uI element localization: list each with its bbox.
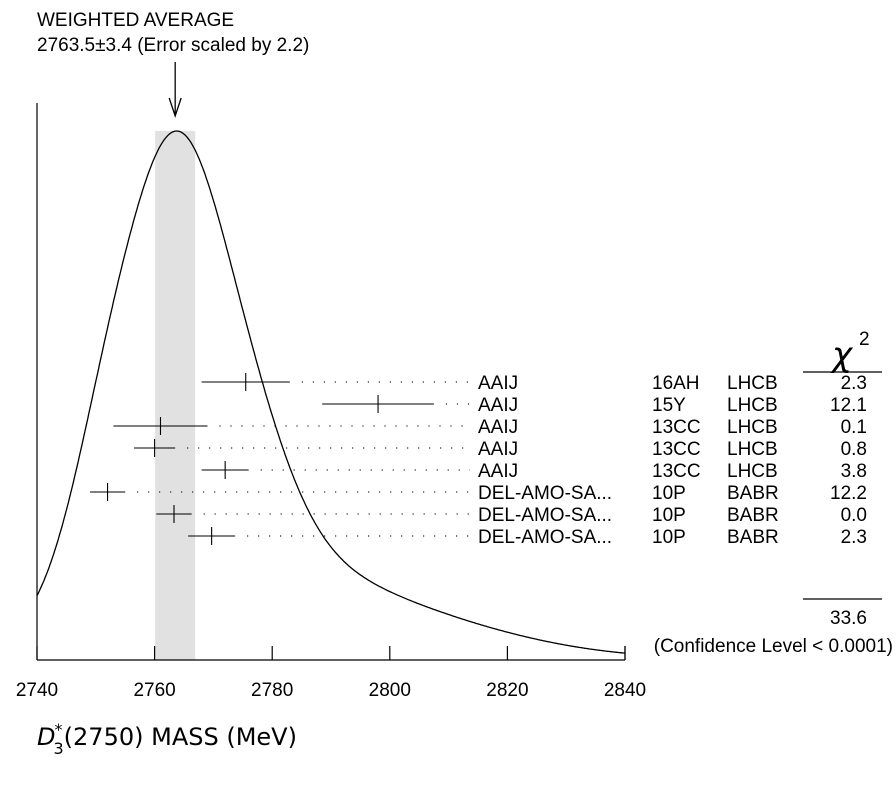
measurement-chi2: 2.3 <box>841 527 867 548</box>
measurement-chi2: 12.2 <box>830 483 867 504</box>
measurement-row: DEL-AMO-SA... 10P BABR 0.0 <box>156 505 867 526</box>
measurement-chi2: 3.8 <box>841 461 867 482</box>
measurement-author: DEL-AMO-SA... <box>478 483 612 504</box>
measurement-experiment: BABR <box>727 527 779 548</box>
x-tick-label: 2800 <box>369 680 411 701</box>
chi2-header: χ <box>830 335 854 375</box>
average-arrow-head <box>168 97 182 119</box>
ideogram-curve <box>36 130 626 654</box>
measurement-chi2: 2.3 <box>841 373 867 394</box>
measurement-row: AAIJ 13CC LHCB 0.1 <box>113 417 867 438</box>
average-arrow <box>168 62 182 119</box>
measurement-author: DEL-AMO-SA... <box>478 527 612 548</box>
measurement-row: DEL-AMO-SA... 10P BABR 12.2 <box>89 483 867 504</box>
measurement-ref: 13CC <box>652 439 701 460</box>
measurement-author: AAIJ <box>478 395 518 416</box>
measurement-chi2: 0.1 <box>841 417 867 438</box>
measurement-row: AAIJ 13CC LHCB 3.8 <box>201 461 867 482</box>
measurement-ref: 13CC <box>652 417 701 438</box>
x-tick-label: 2820 <box>486 680 528 701</box>
x-axis-label: D* 3(2750) MASS (MeV) <box>37 720 297 758</box>
measurement-author: AAIJ <box>478 417 518 438</box>
measurement-author: AAIJ <box>478 461 518 482</box>
measurement-experiment: LHCB <box>727 439 778 460</box>
measurement-experiment: LHCB <box>727 461 778 482</box>
title-line-2: 2763.5±3.4 (Error scaled by 2.2) <box>37 35 309 56</box>
measurement-ref: 10P <box>652 505 686 526</box>
measurement-author: AAIJ <box>478 439 518 460</box>
measurement-row: AAIJ 13CC LHCB 0.8 <box>134 439 867 460</box>
measurement-experiment: BABR <box>727 505 779 526</box>
measurement-ref: 10P <box>652 483 686 504</box>
measurement-author: AAIJ <box>478 373 518 394</box>
measurement-row: AAIJ 15Y LHCB 12.1 <box>322 395 867 416</box>
measurement-ref: 15Y <box>652 395 686 416</box>
x-tick-label: 2780 <box>251 680 293 701</box>
measurement-ref: 16AH <box>652 373 700 394</box>
measurement-experiment: BABR <box>727 483 779 504</box>
measurement-experiment: LHCB <box>727 417 778 438</box>
measurement-row: DEL-AMO-SA... 10P BABR 2.3 <box>188 527 867 548</box>
confidence-level: (Confidence Level < 0.0001) <box>654 636 893 657</box>
measurement-ref: 13CC <box>652 461 701 482</box>
measurement-row: AAIJ 16AH LHCB 2.3 <box>201 373 867 394</box>
x-ticks: 2740 2760 2780 2800 2820 2840 <box>16 646 646 701</box>
x-tick-label: 2760 <box>133 680 175 701</box>
measurement-experiment: LHCB <box>727 373 778 394</box>
x-tick-label: 2840 <box>604 680 646 701</box>
weighted-average-band <box>155 131 196 660</box>
measurements: AAIJ 16AH LHCB 2.3 AAIJ 15Y LHCB 12.1 AAIJ 13CC LH… <box>89 373 867 548</box>
x-tick-label: 2740 <box>16 680 58 701</box>
title-line-1: WEIGHTED AVERAGE <box>37 10 234 31</box>
measurement-chi2: 0.0 <box>841 505 867 526</box>
measurement-ref: 10P <box>652 527 686 548</box>
measurement-chi2: 12.1 <box>830 395 867 416</box>
chi2-header-sup: 2 <box>859 329 870 350</box>
measurement-experiment: LHCB <box>727 395 778 416</box>
chi2-total: 33.6 <box>830 608 867 629</box>
measurement-chi2: 0.8 <box>841 439 867 460</box>
measurement-author: DEL-AMO-SA... <box>478 505 612 526</box>
